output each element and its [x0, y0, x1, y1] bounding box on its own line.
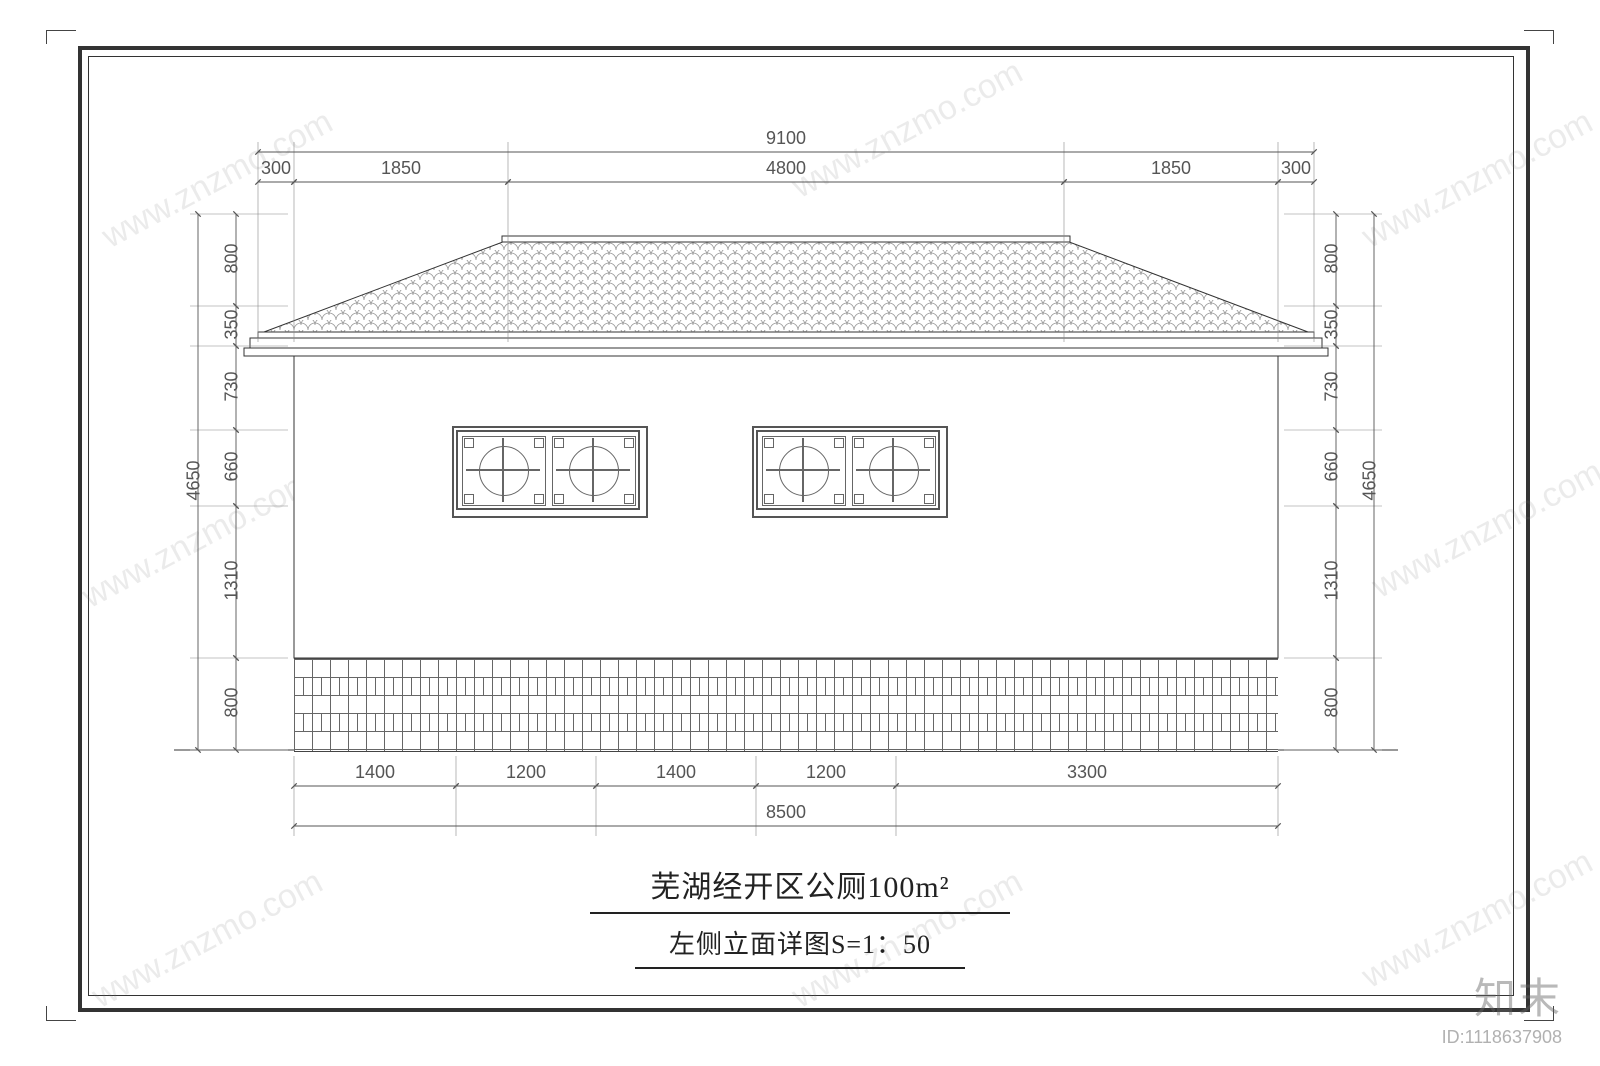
title-rule [635, 967, 965, 969]
dimension-value: 1310 [222, 541, 243, 621]
window-left [456, 430, 640, 510]
page: www.znzmo.comwww.znzmo.comwww.znzmo.comw… [0, 0, 1600, 1066]
dimension-value: 660 [1322, 427, 1343, 507]
drawing-subtitle: 左侧立面详图S=1：50 [0, 924, 1600, 961]
dimension-value: 800 [1322, 219, 1343, 299]
dimension-value: 4650 [1360, 441, 1381, 521]
dimension-value: 660 [222, 427, 243, 507]
dimension-value: 300 [236, 158, 316, 179]
drawing-title: 芜湖经开区公厕100m² [0, 862, 1600, 906]
dimension-value: 800 [222, 219, 243, 299]
dimension-value: 1400 [335, 762, 415, 783]
dimension-value: 1400 [636, 762, 716, 783]
dimension-value: 3300 [1047, 762, 1127, 783]
dimension-value: 4800 [746, 158, 826, 179]
window-right [756, 430, 940, 510]
dimension-value: 4650 [184, 441, 205, 521]
dimension-value: 1310 [1322, 541, 1343, 621]
dimension-value: 8500 [746, 802, 826, 823]
dimension-value: 9100 [746, 128, 826, 149]
dimension-value: 1850 [361, 158, 441, 179]
dimension-value: 1200 [486, 762, 566, 783]
dimension-value: 800 [1322, 663, 1343, 743]
dimension-value: 1200 [786, 762, 866, 783]
title-block: 芜湖经开区公厕100m² 左侧立面详图S=1：50 [0, 862, 1600, 969]
dimension-value: 1850 [1131, 158, 1211, 179]
title-rule [590, 912, 1010, 914]
plinth-brick-band [294, 658, 1278, 752]
dimension-value: 800 [222, 663, 243, 743]
dimension-value: 300 [1256, 158, 1336, 179]
